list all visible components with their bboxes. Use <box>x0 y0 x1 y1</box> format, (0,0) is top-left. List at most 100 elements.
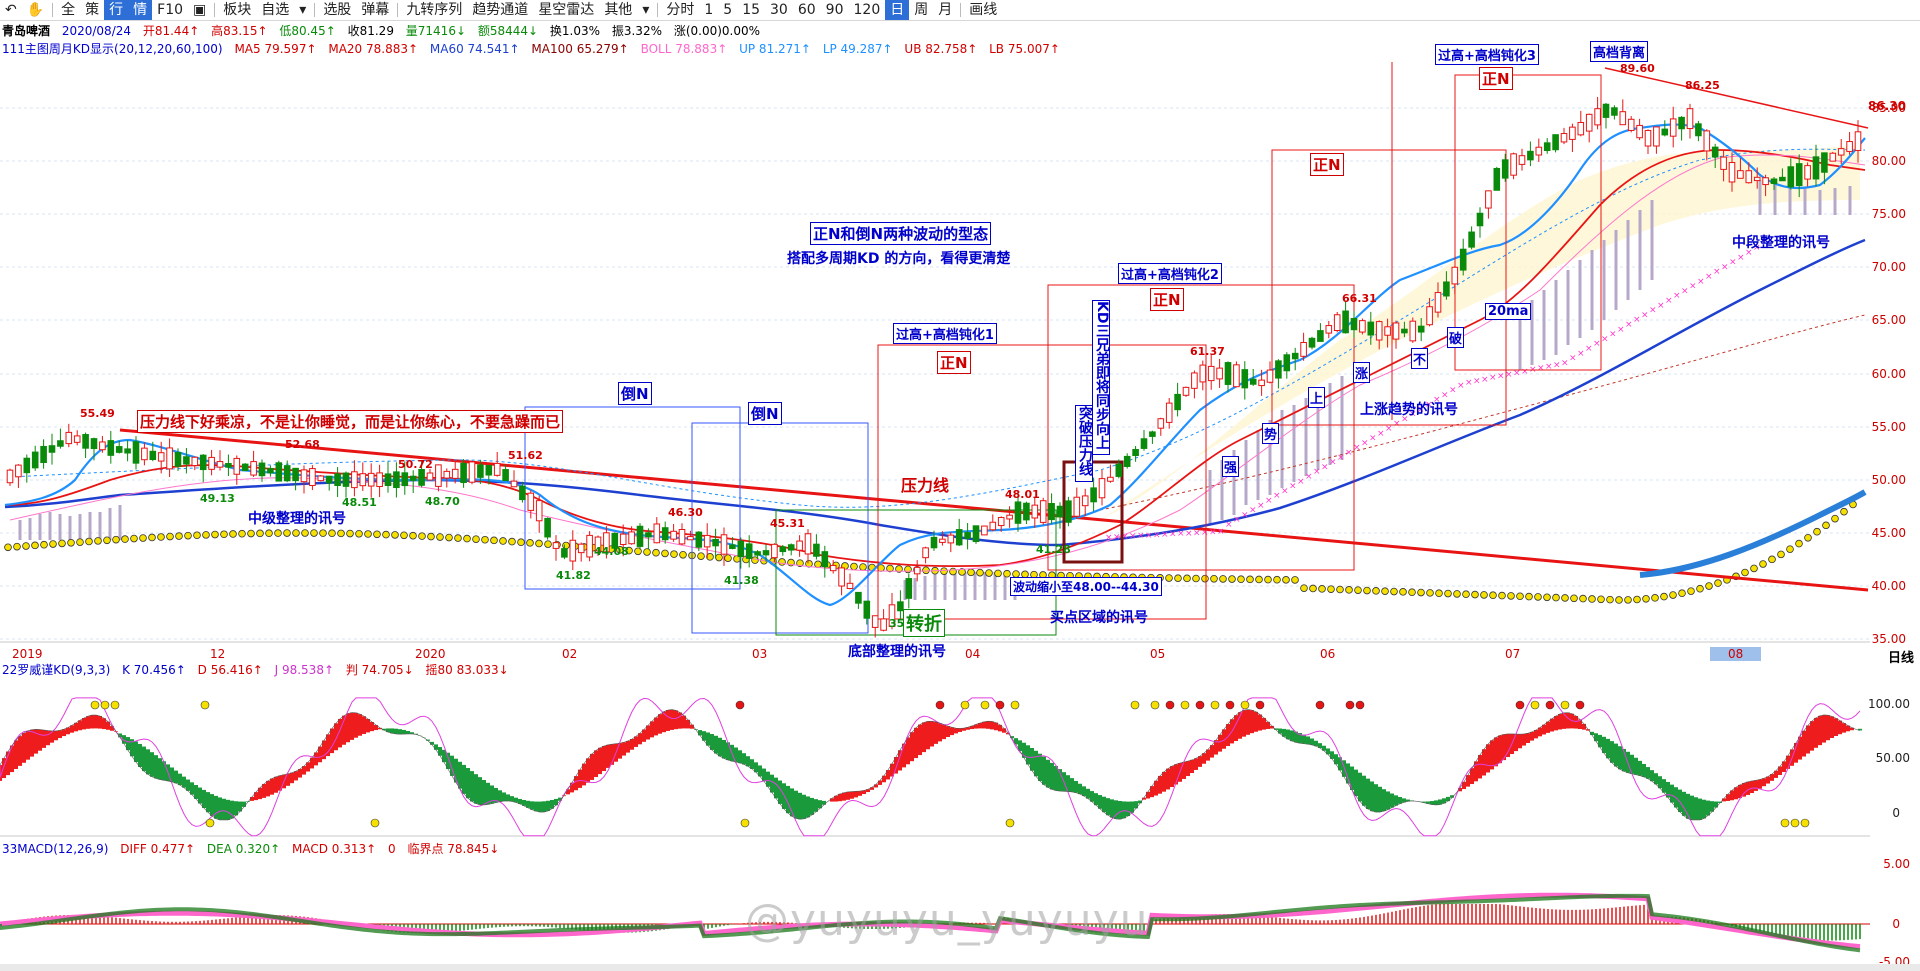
toolbar-watchlist[interactable]: 自选 <box>261 2 290 18</box>
yellow-dot <box>1318 585 1326 593</box>
bottom-consolidation-note: 底部整理的讯号 <box>848 644 946 660</box>
day-line-label[interactable]: 日线 <box>1887 651 1914 666</box>
toolbar-draw[interactable]: 画线 <box>969 2 998 18</box>
pink-marker: × <box>1753 243 1761 253</box>
ylabel: 55.00 <box>1871 420 1906 434</box>
macd-chart[interactable] <box>0 858 1870 964</box>
candle-body <box>275 462 283 482</box>
candle-body <box>1048 503 1055 521</box>
toolbar-5min[interactable]: 5 <box>723 2 733 18</box>
toolbar-quote[interactable]: 行 <box>104 0 129 20</box>
xlabel: 02 <box>562 647 578 661</box>
pressure-line-label: 压力线 <box>901 476 950 495</box>
toolbar-sector[interactable]: 板块 <box>223 2 252 18</box>
yellow-dot <box>1696 584 1704 593</box>
toolbar-90min[interactable]: 90 <box>825 2 844 18</box>
macd-header: 33MACD(12,26,9) DIFF 0.477↑ DEA 0.320↑ M… <box>2 840 507 857</box>
inv-n-label-2: 倒N <box>748 402 782 425</box>
candle-body <box>317 475 325 482</box>
yellow-dot <box>1714 579 1722 587</box>
candle-body <box>1510 153 1517 176</box>
macd-diff: DIFF 0.477↑ <box>120 842 196 856</box>
pink-marker: × <box>1337 453 1345 463</box>
candle-body <box>174 452 182 467</box>
yellow-dot <box>796 559 804 567</box>
toolbar-nine-turn[interactable]: 九转序列 <box>406 2 463 18</box>
candle-body <box>1846 141 1853 152</box>
yellow-dot <box>1399 588 1407 596</box>
candle-body <box>502 469 509 481</box>
xlabel-current[interactable]: 08 <box>1710 647 1762 661</box>
candle-body <box>31 451 39 469</box>
candle-body <box>6 469 14 484</box>
toolbar-1min[interactable]: 1 <box>704 2 714 18</box>
toolbar-30min[interactable]: 30 <box>770 2 788 18</box>
candle-body <box>779 546 787 553</box>
yellow-dot <box>1768 555 1776 564</box>
wave-subtitle: 搭配多周期KD 的方向，看得更清楚 <box>787 251 1011 267</box>
windows-icon[interactable]: ▣ <box>193 2 207 18</box>
candle-body <box>1275 360 1282 379</box>
pink-marker: × <box>1561 358 1569 368</box>
toolbar-strategy[interactable]: 策 <box>85 2 100 18</box>
yellow-dot <box>391 531 399 539</box>
toolbar-120min[interactable]: 120 <box>853 2 881 18</box>
candle-body <box>569 539 577 562</box>
candle-body <box>1409 320 1417 342</box>
yellow-dot <box>1534 593 1542 601</box>
dropdown-icon[interactable]: ▾ <box>299 2 307 18</box>
candle-body <box>939 538 946 543</box>
hand-icon[interactable]: ✋ <box>26 2 45 18</box>
candle-body <box>1325 325 1333 334</box>
candle-body <box>1854 131 1862 151</box>
toolbar-month[interactable]: 月 <box>938 2 953 18</box>
kd-signal-dot <box>1150 700 1160 710</box>
toolbar-info[interactable]: 情 <box>128 0 153 20</box>
candle-body <box>1661 128 1669 136</box>
toolbar-other[interactable]: 其他 <box>604 2 633 18</box>
toolbar-60min[interactable]: 60 <box>797 2 816 18</box>
yellow-dot <box>1003 569 1011 578</box>
price-label: 49.13 <box>200 492 235 505</box>
kd-signal-dot <box>1225 700 1235 710</box>
toolbar-stock-picker[interactable]: 选股 <box>323 2 352 18</box>
quote-high: 高83.15↑ <box>211 24 268 38</box>
toolbar-barrage[interactable]: 弹幕 <box>361 2 390 18</box>
yellow-dot <box>409 531 417 540</box>
macd-title[interactable]: 33MACD(12,26,9) <box>2 842 109 856</box>
toolbar-all[interactable]: 全 <box>61 2 76 18</box>
yellow-dot <box>319 529 327 537</box>
yellow-dot <box>301 529 309 537</box>
candle-body <box>1695 123 1702 137</box>
yellow-dot <box>562 541 570 550</box>
pink-marker: × <box>1745 248 1753 258</box>
candle-body <box>846 582 854 589</box>
candle-body <box>1703 130 1711 152</box>
pink-marker: × <box>1185 529 1193 539</box>
yellow-dot <box>1282 576 1290 584</box>
toolbar-f10[interactable]: F10 <box>157 2 184 18</box>
candle-body <box>1837 148 1845 156</box>
candle-body <box>409 475 417 481</box>
toolbar-week[interactable]: 周 <box>914 2 929 18</box>
toolbar-star-radar[interactable]: 星空雷达 <box>538 2 595 18</box>
indicator-title[interactable]: 111主图周月KD显示(20,12,20,60,100) <box>2 42 223 56</box>
toolbar-trend-channel[interactable]: 趋势通道 <box>472 2 529 18</box>
kd-title[interactable]: 22罗威谨KD(9,3,3) <box>2 663 111 677</box>
candle-body <box>544 517 551 538</box>
yellow-dot <box>472 535 480 543</box>
candle-body <box>1434 292 1442 313</box>
pink-marker: × <box>1513 368 1521 378</box>
toolbar-intraday[interactable]: 分时 <box>666 2 695 18</box>
yellow-dot <box>139 534 147 542</box>
toolbar-day[interactable]: 日 <box>885 0 910 20</box>
dropdown-icon[interactable]: ▾ <box>642 2 650 18</box>
toolbar-15min[interactable]: 15 <box>742 2 761 18</box>
yellow-dot <box>346 529 354 538</box>
kd-signal-dot <box>110 700 120 710</box>
back-icon[interactable]: ↶ <box>5 2 17 18</box>
candle-body <box>871 615 879 628</box>
kd-chart[interactable] <box>0 678 1870 838</box>
candle-body <box>1266 369 1274 383</box>
candlestick-chart[interactable]: × × × × × × × × × × × × × × ×× × × × × × × × × × × × × × × × × × × × × × × × ×… <box>0 58 1870 643</box>
